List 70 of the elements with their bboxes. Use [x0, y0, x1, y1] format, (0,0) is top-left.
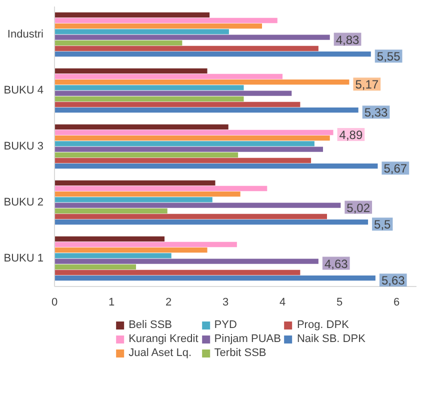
bar: [54, 12, 210, 18]
x-tick-label: 5: [336, 296, 343, 308]
x-tick-label: 0: [51, 296, 58, 308]
bar: [54, 52, 371, 57]
bar: [54, 158, 312, 164]
data-label: 5,5: [374, 218, 392, 232]
bar: [54, 108, 358, 113]
legend-label: Terbit SSB: [214, 347, 266, 359]
legend-label: Beli SSB: [128, 319, 172, 331]
y-tick-label: BUKU 2: [4, 196, 44, 208]
x-tick-label: 6: [393, 296, 400, 308]
x-tick-label: 1: [108, 296, 115, 308]
legend-label: Pinjam PUAB: [214, 333, 281, 345]
bar: [54, 146, 324, 152]
bar: [54, 141, 314, 146]
y-tick-label: Industri: [7, 28, 44, 40]
bar: [54, 124, 228, 130]
data-label: 5,02: [346, 200, 370, 215]
y-tick-label: BUKU 4: [4, 84, 44, 96]
bar: [54, 192, 240, 197]
x-tick-label: 4: [279, 296, 286, 308]
data-label: 5,33: [364, 106, 388, 120]
data-label: 4,63: [324, 256, 348, 271]
bar: [54, 258, 318, 264]
bar: [54, 152, 238, 158]
bar: [54, 96, 244, 102]
data-label: 5,67: [384, 162, 408, 176]
bar: [54, 186, 268, 192]
data-label: 4,83: [336, 32, 360, 47]
bar: [54, 46, 318, 52]
bar: [54, 90, 292, 96]
bar: [54, 270, 300, 276]
bar: [54, 68, 208, 74]
bar: [54, 242, 237, 248]
bar: [54, 202, 341, 208]
bar: [54, 18, 278, 24]
data-label: 5,63: [381, 274, 406, 288]
bar: [54, 220, 368, 225]
bar: [54, 164, 378, 169]
bar: [54, 276, 376, 281]
bar: [54, 29, 229, 34]
bar: [54, 264, 136, 270]
bar: [54, 136, 330, 141]
x-tick-label: 3: [222, 296, 229, 308]
bar: [54, 24, 262, 29]
y-tick-label: BUKU 1: [4, 252, 44, 264]
bar: [54, 74, 283, 80]
bar: [54, 180, 216, 186]
bar: [54, 248, 208, 253]
bar: [54, 102, 300, 108]
bar: [54, 34, 330, 40]
legend-label: PYD: [214, 319, 237, 331]
bar: [54, 80, 350, 85]
data-label: 5,55: [376, 50, 401, 64]
data-label: 4,89: [339, 128, 363, 142]
data-label: 5,17: [355, 78, 379, 92]
x-tick-label: 2: [165, 296, 172, 308]
legend-label: Naik SB. DPK: [296, 333, 366, 345]
legend-label: Kurangi Kredit: [128, 333, 198, 345]
bar: [54, 85, 244, 90]
legend-label: Prog. DPK: [296, 319, 349, 331]
bar: [54, 130, 334, 136]
bar: [54, 253, 172, 258]
bar: [54, 40, 182, 46]
bar: [54, 214, 327, 220]
y-tick-label: BUKU 3: [4, 140, 44, 152]
bar: [54, 197, 212, 202]
legend-label: Jual Aset Lq.: [128, 347, 192, 359]
bar: [54, 208, 168, 214]
bar: [54, 236, 165, 242]
